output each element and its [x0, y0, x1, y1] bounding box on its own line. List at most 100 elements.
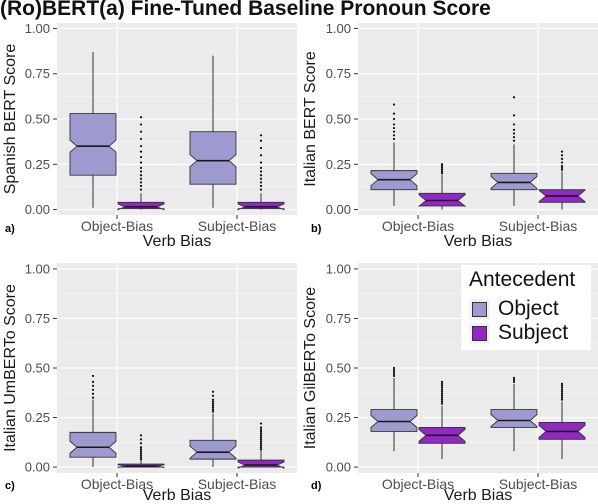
y-tick-label: 0.00	[25, 460, 50, 475]
y-tick-label: 0.75	[326, 66, 351, 81]
outlier-point	[392, 366, 396, 370]
outlier-point	[139, 170, 143, 173]
outlier-point	[259, 170, 263, 173]
outlier-point	[392, 117, 396, 121]
outlier-point	[139, 448, 143, 451]
outlier-point	[392, 130, 396, 133]
y-axis-title: Italian BERT Score	[302, 51, 319, 187]
y-tick-label: 0.00	[25, 202, 50, 217]
outlier-point	[139, 130, 143, 133]
outlier-point	[139, 188, 143, 191]
outlier-point	[139, 166, 143, 170]
outlier-point	[139, 452, 143, 455]
legend-title: Antecedent	[469, 268, 576, 291]
y-tick-label: 0.50	[326, 112, 351, 127]
y-tick-label: 1.00	[25, 261, 50, 276]
outlier-point	[259, 422, 263, 425]
outlier-point	[139, 174, 143, 177]
outlier-point	[259, 154, 263, 157]
outlier-point	[91, 380, 95, 383]
outlier-point	[91, 396, 95, 399]
outlier-point	[440, 392, 444, 395]
outlier-point	[440, 386, 444, 389]
outlier-point	[259, 446, 263, 449]
outlier-point	[259, 139, 263, 142]
outlier-point	[392, 134, 396, 137]
y-tick-label: 0.00	[326, 460, 351, 475]
box-subject-subject-bias	[538, 382, 586, 460]
outlier-point	[139, 116, 143, 119]
box-body	[117, 201, 165, 211]
outlier-point	[211, 400, 215, 403]
outlier-point	[259, 448, 263, 451]
box-object-object-bias	[69, 374, 117, 468]
outlier-point	[392, 123, 396, 126]
outlier-point	[440, 398, 444, 401]
outlier-point	[91, 388, 95, 391]
outlier-point	[560, 161, 564, 164]
outlier-point	[139, 454, 143, 457]
outlier-point	[259, 426, 263, 429]
outlier-point	[560, 382, 564, 385]
legend-item-object: Object	[469, 297, 559, 321]
x-axis-title: Verb Bias	[444, 487, 512, 504]
outlier-point	[259, 428, 263, 431]
outlier-point	[440, 402, 444, 405]
x-tick-label: Object-Bias	[382, 218, 454, 234]
outlier-point	[259, 438, 263, 441]
outlier-point	[560, 157, 564, 160]
panel-3: 0.00 0.25 0.50 0.75 1.00 Object-Bias Subject-B…	[2, 261, 297, 504]
y-tick-label: 1.00	[326, 261, 351, 276]
outlier-point	[560, 386, 564, 389]
outlier-point	[139, 438, 143, 441]
box-subject-object-bias	[418, 380, 466, 460]
box-object-subject-bias	[490, 96, 538, 206]
outlier-point	[211, 394, 215, 397]
box-subject-subject-bias	[538, 150, 586, 210]
outlier-point	[392, 103, 396, 106]
outlier-point	[392, 112, 396, 115]
legend-label-object: Object	[498, 297, 559, 320]
outlier-point	[211, 404, 215, 407]
outlier-point	[139, 446, 143, 449]
x-axis-title: Verb Bias	[143, 233, 211, 250]
outlier-point	[259, 134, 263, 137]
outlier-point	[560, 384, 564, 387]
outlier-point	[259, 442, 263, 445]
box-subject-object-bias	[418, 163, 466, 210]
outlier-point	[139, 456, 143, 459]
outlier-point	[392, 370, 396, 374]
outlier-point	[512, 136, 516, 139]
outlier-point	[139, 145, 143, 148]
legend-item-subject: Subject	[469, 321, 568, 345]
outlier-point	[259, 444, 263, 447]
outlier-point	[440, 384, 444, 387]
y-tick-label: 1.00	[326, 21, 351, 36]
outlier-point	[392, 126, 396, 130]
x-tick-label: Object-Bias	[81, 218, 153, 234]
box-object-subject-bias	[189, 390, 237, 468]
outlier-point	[139, 184, 143, 188]
outlier-point	[139, 155, 143, 159]
outlier-point	[440, 168, 444, 171]
x-axis-title: Verb Bias	[143, 487, 211, 504]
box-body	[189, 439, 237, 460]
outlier-point	[392, 137, 396, 141]
legend-key-subject	[469, 322, 490, 344]
outlier-point	[512, 123, 516, 126]
panel-tag: d)	[311, 480, 322, 492]
outlier-point	[139, 150, 143, 153]
x-tick-label: Subject-Bias	[198, 476, 277, 492]
x-tick-label: Subject-Bias	[499, 218, 578, 234]
outlier-point	[440, 390, 444, 393]
outlier-point	[512, 132, 516, 135]
outlier-point	[211, 410, 215, 413]
outlier-point	[392, 368, 396, 372]
box-object-object-bias	[370, 103, 418, 206]
outlier-point	[139, 137, 143, 141]
outlier-point	[512, 376, 516, 380]
outlier-point	[139, 177, 143, 180]
box-body	[490, 409, 538, 428]
outlier-point	[211, 398, 215, 401]
outlier-point	[259, 184, 263, 188]
